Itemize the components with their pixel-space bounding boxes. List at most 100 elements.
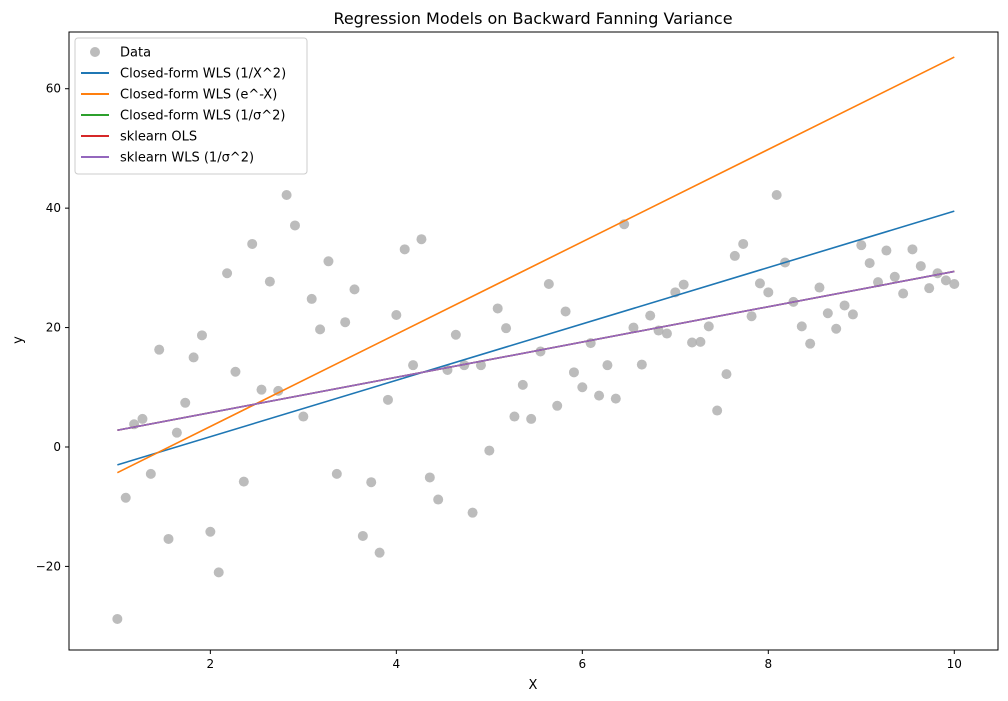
- legend-label: Closed-form WLS (1/σ^2): [120, 109, 285, 124]
- data-point: [484, 445, 495, 456]
- data-point: [712, 405, 723, 416]
- data-point: [213, 567, 224, 578]
- data-point: [163, 533, 174, 544]
- data-point: [196, 330, 207, 341]
- data-point: [112, 613, 123, 624]
- data-point: [560, 306, 571, 317]
- x-tick-label: 6: [579, 657, 587, 671]
- data-point: [315, 324, 326, 335]
- data-point: [831, 323, 842, 334]
- legend-label: Data: [120, 46, 151, 61]
- data-point: [450, 329, 461, 340]
- data-point: [188, 352, 199, 363]
- data-point: [281, 190, 292, 201]
- data-point: [145, 468, 156, 479]
- data-point: [264, 276, 275, 287]
- data-point: [171, 427, 182, 438]
- y-axis-label: y: [11, 336, 26, 344]
- data-point: [298, 411, 309, 422]
- data-point: [729, 250, 740, 261]
- series-line-5: [117, 270, 955, 432]
- data-point: [678, 279, 689, 290]
- data-point: [331, 468, 342, 479]
- data-point: [594, 390, 605, 401]
- data-point: [628, 322, 639, 333]
- y-tick-label: 20: [46, 321, 61, 335]
- data-point: [805, 338, 816, 349]
- data-point: [661, 328, 672, 339]
- data-point: [924, 283, 935, 294]
- data-point: [738, 238, 749, 249]
- data-point: [391, 310, 402, 321]
- data-point: [771, 190, 782, 201]
- data-point: [222, 268, 233, 279]
- data-point: [847, 309, 858, 320]
- data-point: [763, 287, 774, 298]
- data-point: [754, 278, 765, 289]
- data-point: [915, 261, 926, 272]
- data-point: [687, 337, 698, 348]
- data-point: [610, 393, 621, 404]
- chart-title: Regression Models on Backward Fanning Va…: [333, 9, 732, 28]
- legend-box: [74, 37, 308, 175]
- data-point: [247, 238, 258, 249]
- data-point: [382, 394, 393, 405]
- axes-frame: [68, 31, 999, 651]
- data-point: [864, 258, 875, 269]
- data-point: [568, 367, 579, 378]
- data-point: [940, 275, 951, 286]
- data-point: [535, 346, 546, 357]
- data-point: [889, 271, 900, 282]
- data-point: [366, 477, 377, 488]
- series-line-1: [117, 210, 955, 466]
- x-tick-label: 4: [393, 657, 401, 671]
- data-point: [501, 323, 512, 334]
- data-point: [517, 379, 528, 390]
- legend-label: Closed-form WLS (1/X^2): [120, 67, 286, 82]
- x-tick-label: 2: [207, 657, 215, 671]
- data-point: [120, 492, 131, 503]
- data-point: [408, 360, 419, 371]
- data-point: [645, 310, 656, 321]
- data-point: [881, 245, 892, 256]
- data-point: [543, 278, 554, 289]
- data-point: [839, 300, 850, 311]
- x-axis-label: X: [529, 678, 538, 693]
- data-point: [602, 360, 613, 371]
- data-point: [230, 366, 241, 377]
- data-point: [856, 240, 867, 251]
- data-point: [399, 244, 410, 255]
- data-point: [814, 282, 825, 293]
- data-point: [238, 476, 249, 487]
- data-point: [636, 359, 647, 370]
- data-point: [721, 369, 732, 380]
- data-point: [898, 288, 909, 299]
- plot-area: 2 4 6 8 10 −20 0 20 40 60: [36, 31, 999, 671]
- data-point: [137, 413, 148, 424]
- data-point: [374, 547, 385, 558]
- data-point: [424, 472, 435, 483]
- x-tick-label: 10: [947, 657, 962, 671]
- data-point: [822, 308, 833, 319]
- data-point: [695, 336, 706, 347]
- y-tick-label: 60: [46, 82, 61, 96]
- data-point: [509, 411, 520, 422]
- data-point: [416, 234, 427, 245]
- data-point: [907, 244, 918, 255]
- data-point: [949, 278, 960, 289]
- data-point: [323, 256, 334, 267]
- data-point: [467, 507, 478, 518]
- data-point: [475, 360, 486, 371]
- data-point: [492, 303, 503, 314]
- y-tick-label: −20: [36, 559, 61, 573]
- data-point: [154, 344, 165, 355]
- data-point: [357, 530, 368, 541]
- x-tick-label: 8: [764, 657, 772, 671]
- data-point: [289, 220, 300, 231]
- y-tick-label: 40: [46, 201, 61, 215]
- data-point: [552, 400, 563, 411]
- data-point: [340, 317, 351, 328]
- y-tick-label: 0: [53, 440, 61, 454]
